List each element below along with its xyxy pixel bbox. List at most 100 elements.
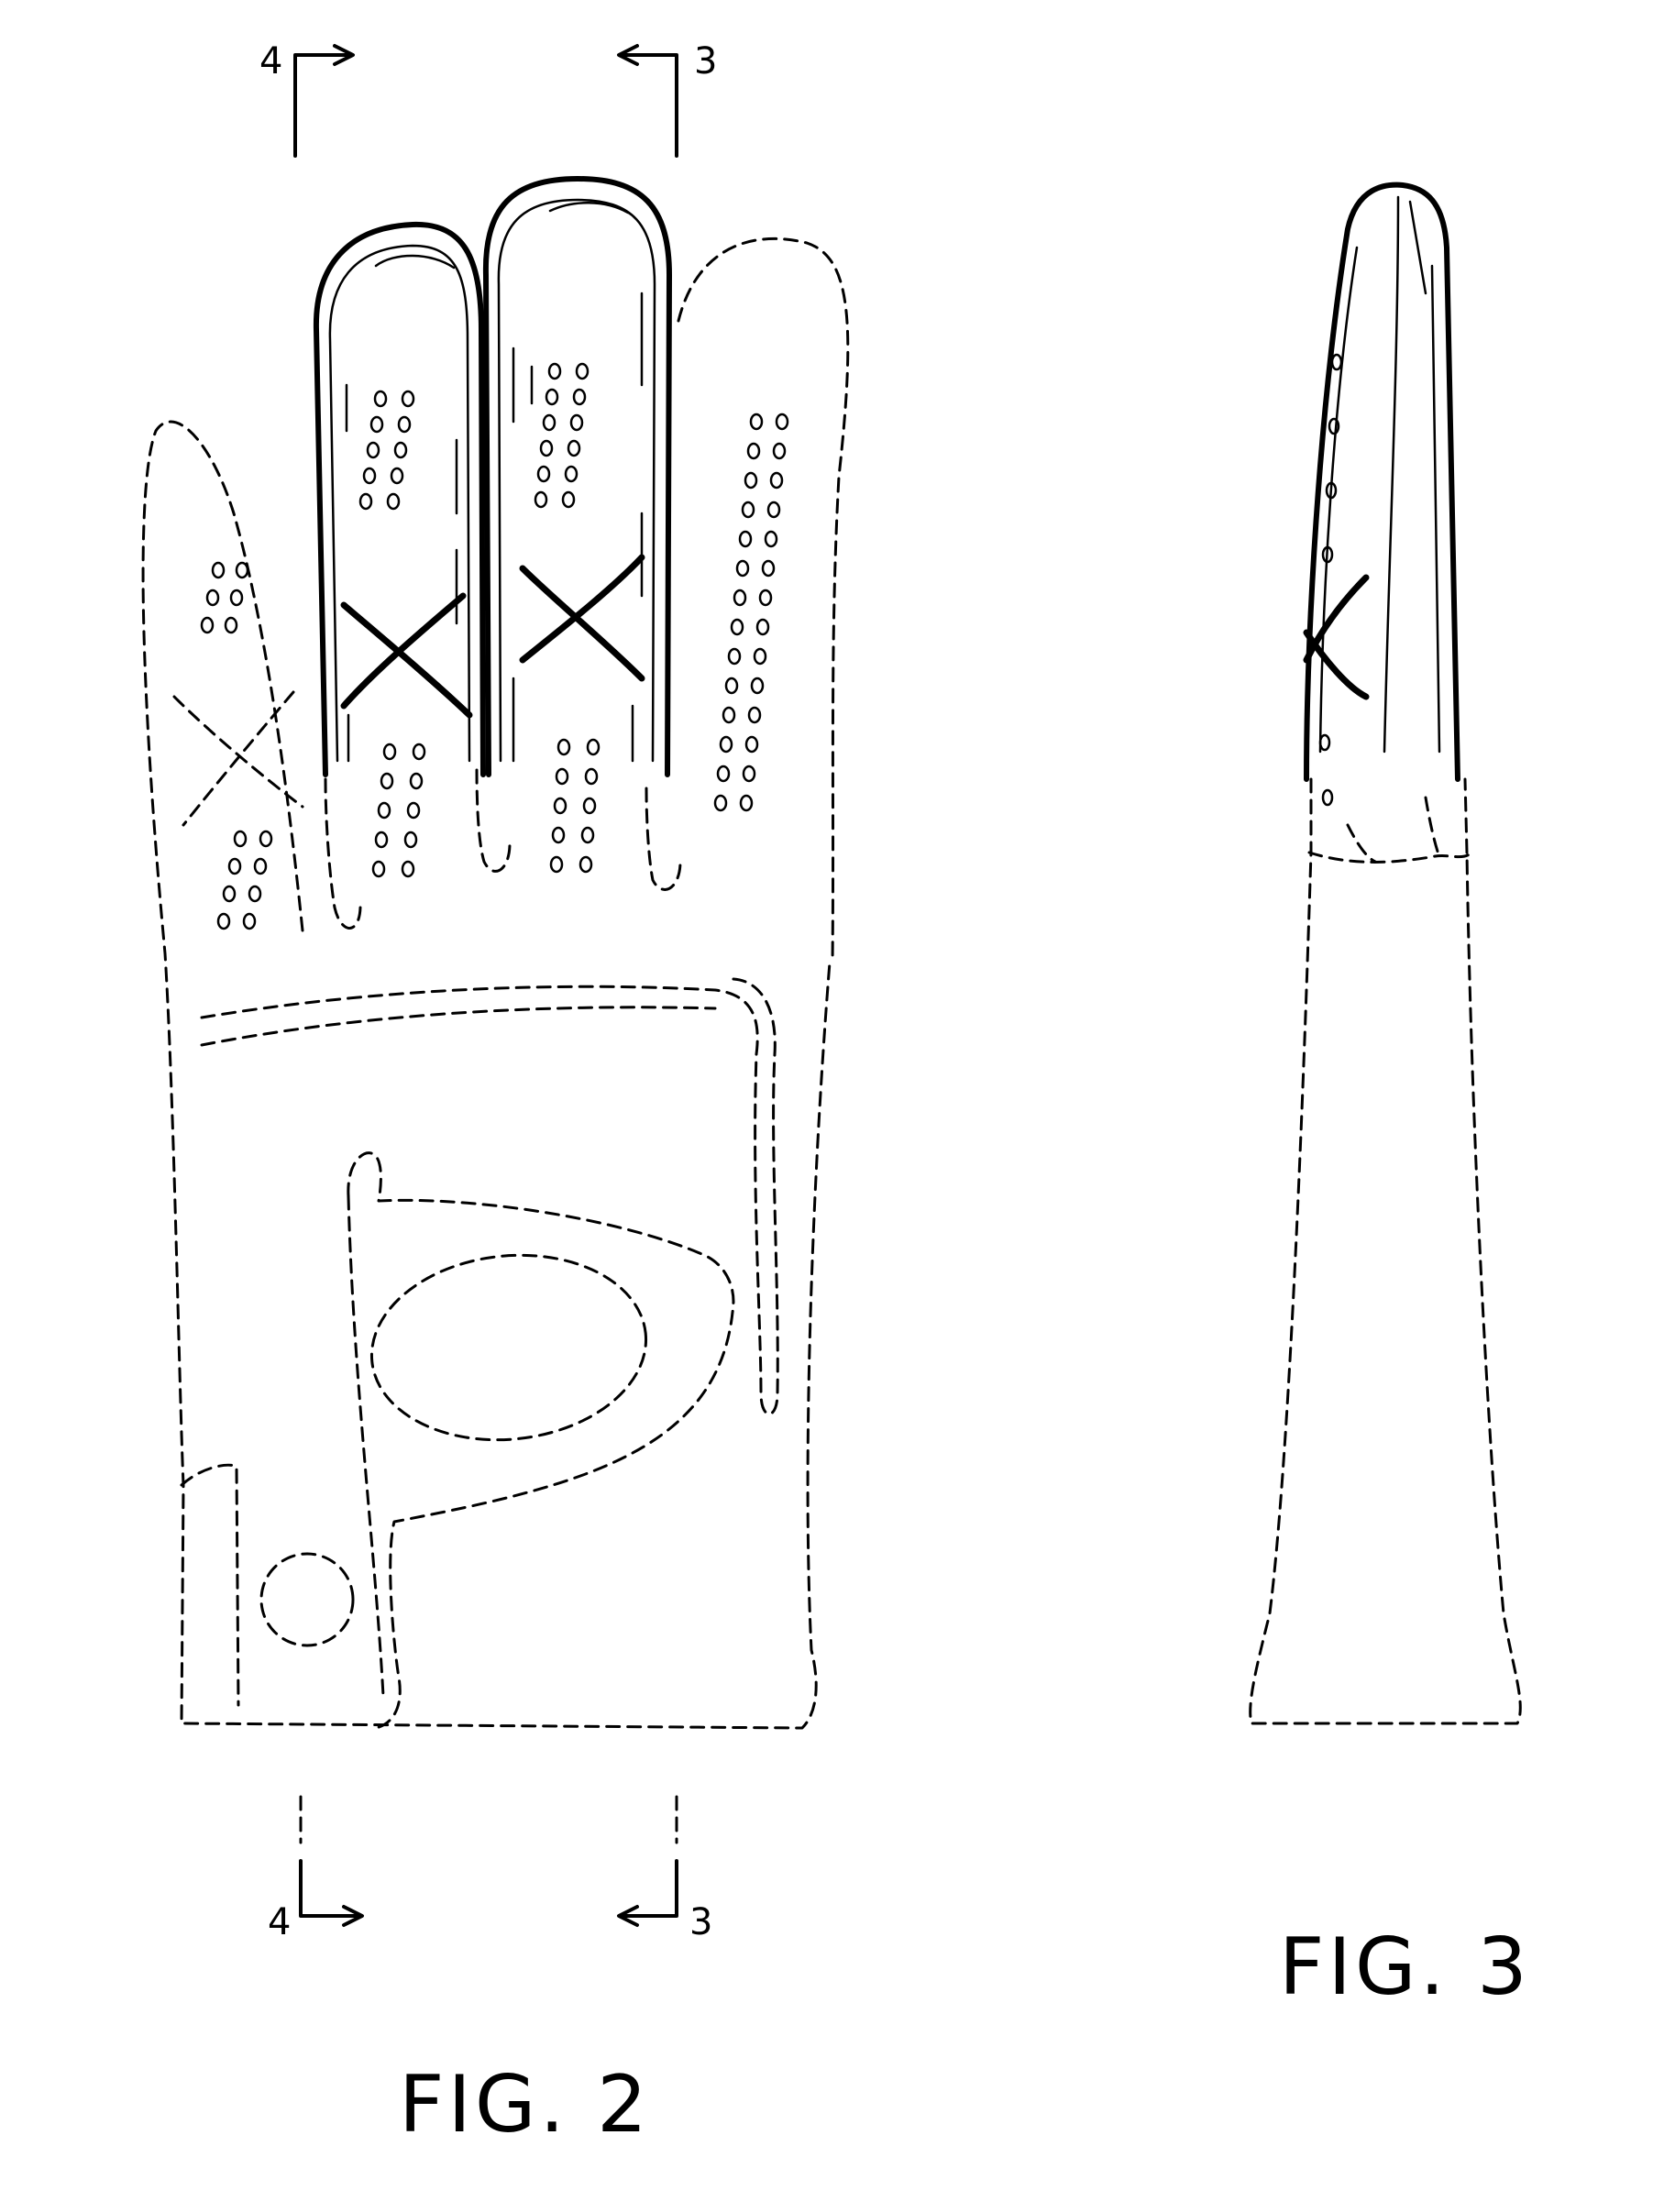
- fig3-x-lower: [1306, 633, 1366, 697]
- perforation-hole: [760, 590, 771, 605]
- pinky-finger: [678, 238, 848, 963]
- perforation-hole: [740, 532, 751, 546]
- perforation-hole: [260, 831, 271, 846]
- perforation-hole: [768, 502, 779, 517]
- section-label-3-bottom: 3: [689, 1901, 712, 1943]
- perforation-hole: [535, 492, 546, 507]
- perforation-hole: [368, 443, 379, 457]
- perforation-hole: [743, 502, 754, 517]
- perforation-hole: [586, 769, 597, 784]
- perforation-hole: [766, 532, 777, 546]
- perforation-hole: [741, 796, 752, 810]
- perforation-hole: [538, 467, 549, 481]
- fig3-inner-center: [1384, 197, 1398, 752]
- perforation-hole: [563, 492, 574, 507]
- perforation-hole: [244, 914, 255, 929]
- perforation-hole: [584, 798, 595, 813]
- velcro-strap: [348, 1153, 733, 1728]
- index-finger-base: [325, 779, 360, 929]
- perforation-hole: [226, 618, 237, 633]
- perforation-hole: [745, 473, 756, 488]
- perforation-hole: [229, 859, 240, 874]
- ring-finger-base: [646, 788, 680, 889]
- perforation-hole: [1332, 355, 1341, 369]
- middle-finger-base: [477, 770, 510, 871]
- perforation-hole: [751, 414, 762, 429]
- cuff-tab: [182, 1465, 238, 1705]
- perforation-hole: [748, 444, 759, 458]
- perforation-hole: [388, 494, 399, 509]
- perforation-hole: [551, 857, 562, 872]
- palm-oval: [362, 1242, 655, 1453]
- perforation-hole: [546, 390, 557, 404]
- perforation-hole: [729, 649, 740, 664]
- perforation-hole: [1320, 735, 1329, 750]
- perforation-hole: [721, 737, 732, 752]
- perforation-hole: [255, 859, 266, 874]
- perforation-hole: [249, 886, 260, 901]
- perforation-hole: [553, 828, 564, 842]
- perforation-hole: [402, 391, 413, 406]
- fig3-label: FIG. 3: [1279, 1921, 1531, 2013]
- perforation-hole: [371, 417, 382, 432]
- section-line-3-top: 3: [619, 40, 717, 156]
- perforation-hole: [574, 390, 585, 404]
- perforation-hole: [555, 798, 566, 813]
- perforation-hole: [774, 444, 785, 458]
- ball-marker: [261, 1554, 353, 1645]
- perforation-hole: [408, 803, 419, 818]
- perforation-hole: [405, 832, 416, 847]
- perforation-hole: [752, 678, 763, 693]
- perforation-hole: [207, 590, 218, 605]
- perforation-hole: [568, 441, 579, 456]
- fig3-seam-a: [1348, 825, 1375, 862]
- section-line-4-bottom: 4: [268, 1797, 362, 1943]
- perforation-hole: [399, 417, 410, 432]
- knuckle-seam: [202, 979, 777, 1414]
- section-label-4-top: 4: [259, 40, 282, 83]
- perforation-hole: [1323, 790, 1332, 805]
- perforation-hole: [556, 769, 568, 784]
- perforation-hole: [737, 561, 748, 576]
- perforation-hole: [715, 796, 726, 810]
- perforation-hole: [375, 391, 386, 406]
- middle-nail: [550, 203, 628, 213]
- perforation-hole: [224, 886, 235, 901]
- perforation-hole: [395, 443, 406, 457]
- perforation-hole: [558, 740, 569, 754]
- perforation-hole: [588, 740, 599, 754]
- index-x-mark: [344, 596, 469, 715]
- perforation-hole: [213, 563, 224, 578]
- perforation-hole: [549, 364, 560, 379]
- perforation-hole: [755, 649, 766, 664]
- perforation-hole: [360, 494, 371, 509]
- fig3-side-view: [1251, 185, 1521, 1723]
- perforation-hole: [577, 364, 588, 379]
- finger-hatching: [347, 293, 642, 761]
- perforation-hole: [749, 708, 760, 722]
- section-line-3-bottom: 3: [619, 1797, 712, 1943]
- section-label-4-bottom: 4: [268, 1901, 291, 1943]
- strap-edge: [348, 1196, 383, 1696]
- perforation-hole: [237, 563, 248, 578]
- perforation-hole: [777, 414, 788, 429]
- fig3-seam-b: [1426, 798, 1439, 857]
- perforation-hole: [566, 467, 577, 481]
- perforation-hole: [757, 620, 768, 634]
- perforation-hole: [411, 774, 422, 788]
- perforation-hole: [726, 678, 737, 693]
- perforation-hole: [571, 415, 582, 430]
- perforations: [202, 364, 788, 929]
- perforation-hole: [541, 441, 552, 456]
- perforation-hole: [544, 415, 555, 430]
- perforation-hole: [381, 774, 392, 788]
- fig3-tip-line: [1410, 202, 1426, 293]
- middle-x-mark: [523, 557, 642, 678]
- fig2-glove: [143, 179, 848, 1728]
- perforation-hole: [413, 744, 424, 759]
- section-line-4-top: 4: [259, 40, 353, 156]
- fig3-cuff-seam: [1309, 853, 1471, 862]
- perforation-hole: [734, 590, 745, 605]
- section-label-3-top: 3: [694, 40, 717, 83]
